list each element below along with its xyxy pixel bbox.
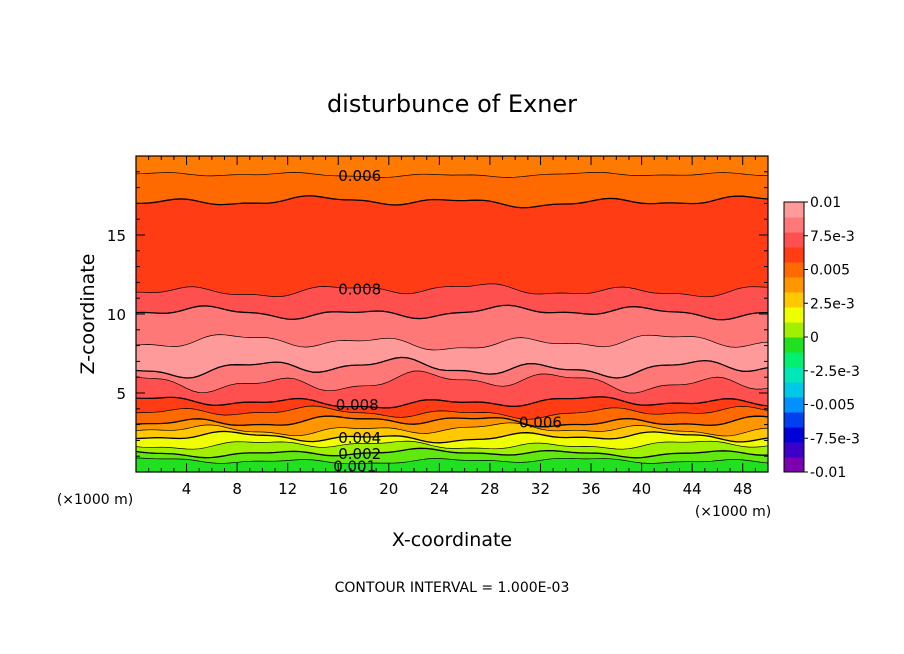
x-tick-label: 48 [733,480,752,498]
contour-line [135,171,769,178]
contour-line [135,356,769,379]
colorbar-swatch [784,397,804,413]
contour-line [135,396,769,409]
x-tick-labels: 4 8 12 16 20 24 28 32 36 40 44 48 [182,480,752,498]
x-axis-label: X-coordinate [392,529,512,551]
contour-band [136,195,768,297]
contour-line [135,440,769,450]
x-tick-label: 20 [379,480,398,498]
contour-line [135,415,769,428]
contour-label: 0.008 [336,396,379,414]
y-axis-label: Z-coordinate [77,254,99,375]
contour-line [135,405,769,420]
x-tick-label: 44 [683,480,702,498]
colorbar-swatch [784,202,804,218]
contour-line [135,304,768,321]
colorbar-swatch [784,382,804,398]
x-tick-label: 16 [329,480,348,498]
contour-label: 0.004 [338,429,381,447]
colorbar-label: -0.01 [810,465,846,481]
contour-label: 0.006 [338,167,381,185]
colorbar-swatch [784,337,804,353]
contour-line [135,447,769,459]
contour-band [136,431,768,450]
chart-title: disturbunce of Exner [327,90,577,118]
x-unit-right: (×1000 m) [695,504,771,520]
colorbar-label: 0.005 [810,263,850,279]
contour-band [136,396,768,420]
colorbar-swatch [784,247,804,263]
colorbar-swatch [784,232,804,248]
contour-line [135,195,769,209]
contour-line [135,334,769,351]
contour-interval-footer: CONTOUR INTERVAL = 1.000E-03 [335,580,570,596]
x-tick-label: 28 [480,480,499,498]
contour-line-layer [135,171,769,465]
contour-band [136,305,768,350]
colorbar-swatch [784,457,804,473]
colorbar-swatch [784,427,804,443]
contour-band [136,406,768,427]
x-tick-label: 24 [430,480,449,498]
colorbar-label: -2.5e-3 [810,364,860,380]
x-tick-label: 4 [182,480,192,498]
colorbar [783,201,805,473]
x-tick-label: 8 [232,480,242,498]
contour-line [135,370,769,394]
contour-band [136,422,768,443]
contour-band [136,283,768,320]
contour-line [135,283,769,298]
colorbar-swatch [784,307,804,323]
x-unit-left: (×1000 m) [57,492,133,508]
y-tick-label: 5 [116,385,126,403]
y-tick-label: 15 [107,227,126,245]
contour-label: 0.008 [338,281,381,299]
x-tick-label: 36 [581,480,600,498]
colorbar-swatch [784,292,804,308]
contour-label: 0.002 [338,445,381,463]
contour-band [136,416,768,436]
colorbar-swatch [784,262,804,278]
tick-marks [135,155,769,473]
contour-band [136,441,768,458]
colorbar-labels: 0.01 7.5e-3 0.005 2.5e-3 0 -2.5e-3 -0.005 -7.5e… [804,195,860,481]
colorbar-swatch [784,322,804,338]
colorbar-swatch [784,217,804,233]
y-tick-labels: 5 10 15 [107,227,126,403]
contour-band [136,172,768,208]
colorbar-swatch [784,277,804,293]
contour-line [135,430,769,444]
colorbar-label: 2.5e-3 [810,296,855,312]
colorbar-swatch [784,352,804,368]
colorbar-swatch [784,412,804,428]
y-tick-label: 10 [107,306,126,324]
contour-label: 0.001 [333,458,376,476]
contour-band [136,457,768,472]
contour-line [135,457,769,465]
colorbar-swatch [784,442,804,458]
x-tick-label: 32 [531,480,550,498]
x-tick-label: 12 [278,480,297,498]
contour-label: 0.006 [519,413,562,431]
colorbar-label: 0 [810,330,819,346]
colorbar-label: -7.5e-3 [810,431,860,447]
colorbar-label: 0.01 [810,195,841,211]
colorbar-swatch [784,367,804,383]
x-tick-label: 40 [632,480,651,498]
colorbar-label: -0.005 [810,398,855,414]
colorbar-label: 7.5e-3 [810,229,855,245]
contour-line [135,422,769,437]
